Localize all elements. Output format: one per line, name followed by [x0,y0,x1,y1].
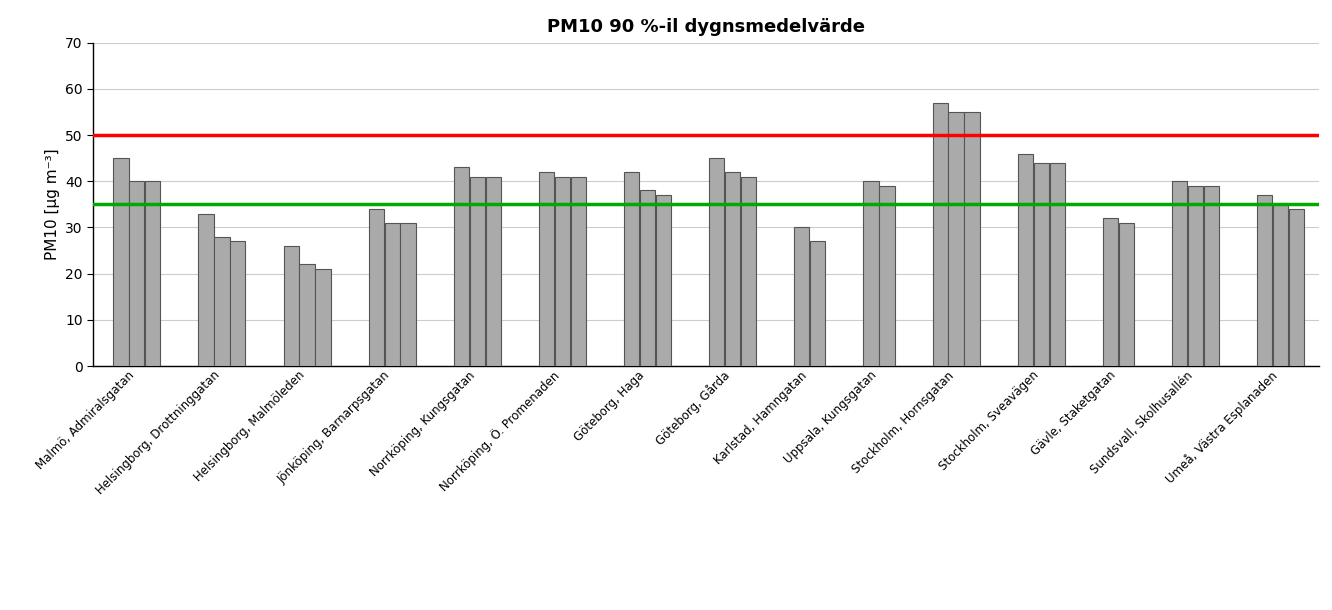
Bar [725,172,741,366]
Bar [316,269,330,366]
Bar [794,228,810,366]
Bar [1204,186,1219,366]
Bar [385,223,400,366]
Bar [214,237,229,366]
Bar [1018,154,1032,366]
Bar [948,112,964,366]
Bar [964,112,979,366]
Bar [1103,218,1118,366]
Bar [486,177,501,366]
Bar [1257,195,1272,366]
Bar [879,186,895,366]
Bar [1119,223,1134,366]
Bar [639,190,655,366]
Bar [554,177,570,366]
Bar [932,102,948,366]
Bar [810,242,826,366]
Bar [863,181,879,366]
Bar [623,172,639,366]
Bar [1172,181,1187,366]
Bar [401,223,416,366]
Bar [129,181,144,366]
Bar [1050,163,1064,366]
Bar [284,246,298,366]
Bar [1034,163,1048,366]
Bar [113,158,128,366]
Bar [741,177,757,366]
Bar [709,158,725,366]
Bar [655,195,671,366]
Bar [1273,204,1288,366]
Bar [570,177,586,366]
Bar [1289,209,1304,366]
Bar [198,214,213,366]
Bar [300,264,314,366]
Bar [470,177,485,366]
Bar [539,172,554,366]
Y-axis label: PM10 [µg m⁻³]: PM10 [µg m⁻³] [45,149,60,260]
Bar [454,167,469,366]
Bar [1188,186,1203,366]
Title: PM10 90 %-il dygnsmedelvärde: PM10 90 %-il dygnsmedelvärde [547,18,864,35]
Bar [230,242,245,366]
Bar [369,209,384,366]
Bar [145,181,160,366]
